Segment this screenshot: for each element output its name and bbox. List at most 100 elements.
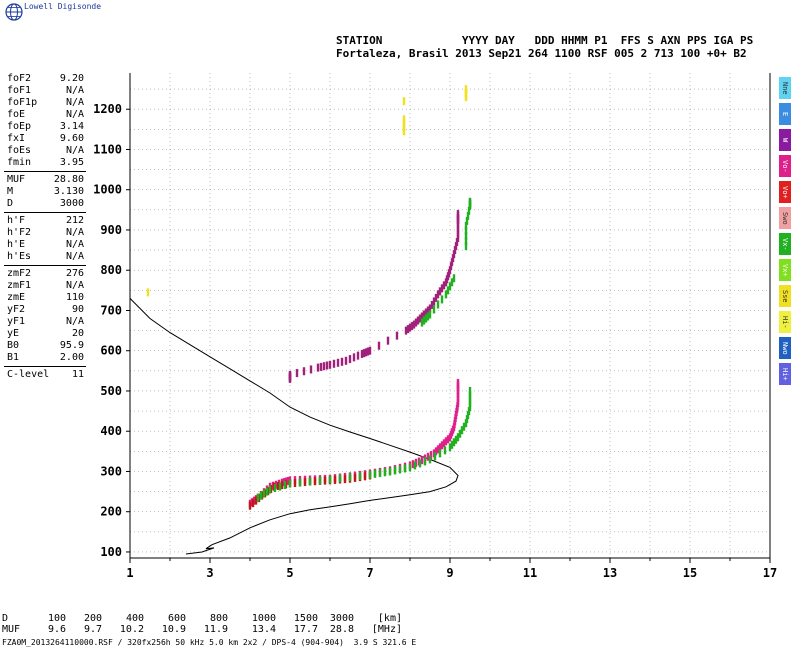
param-row: foEs N/A [0, 145, 88, 157]
echo-point [358, 471, 362, 480]
param-value: N/A [65, 251, 84, 262]
param-value: 3.130 [53, 186, 84, 197]
echo-point [452, 250, 456, 259]
param-key: MUF [7, 174, 26, 185]
echo-point [456, 378, 460, 387]
param-value: 110 [65, 292, 84, 303]
param-key: yE [7, 328, 20, 339]
echo-point [262, 489, 266, 498]
file-info: FZA0M_2013264110000.RSF / 320fx256h 50 k… [2, 638, 417, 647]
echo-point [443, 446, 447, 455]
param-key: foF1p [7, 97, 38, 108]
param-row: foEp 3.14 [0, 121, 88, 133]
param-row: yE 20 [0, 328, 88, 340]
muf-table: D 100 200 400 600 800 1000 1500 3000 [km] MUF 9.6 9… [2, 613, 402, 635]
echo-point [344, 356, 348, 365]
echo-point [352, 353, 356, 362]
param-key: B0 [7, 340, 20, 351]
param-key: zmF2 [7, 268, 32, 279]
echo-point [402, 127, 406, 136]
echo-point [450, 258, 454, 267]
param-row: zmF2 276 [0, 268, 88, 280]
param-key: h'F [7, 215, 26, 226]
echo-point [468, 197, 472, 206]
echo-point [444, 290, 448, 299]
echo-point [303, 478, 307, 487]
echo-point [413, 461, 417, 470]
echo-point [328, 475, 332, 484]
echo-point [248, 501, 252, 510]
echo-point [450, 440, 454, 449]
echo-point [422, 316, 426, 325]
echo-point [456, 229, 460, 238]
polarization-legend: Nne E W Vo- Vo+ Swo Vx- Vx+ Sse Hi- Nwo Hi+ [779, 77, 792, 389]
param-value: N/A [65, 239, 84, 250]
echo-point [377, 341, 381, 350]
header-values: Fortaleza, Brasil 2013 Sep21 264 1100 RS… [336, 47, 747, 60]
param-value: 95.9 [59, 340, 84, 351]
legend-label: Vx+ [781, 263, 789, 277]
param-key: fxI [7, 133, 26, 144]
echo-point [433, 452, 437, 461]
param-row: foF1p N/A [0, 97, 88, 109]
x-tick-label: 3 [206, 566, 213, 580]
echo-point [286, 476, 290, 485]
echo-point [467, 206, 471, 215]
echo-point [259, 491, 263, 500]
footer-label: D [2, 613, 9, 624]
echo-point [283, 481, 287, 490]
param-value: 3.95 [59, 157, 84, 168]
echo-point [436, 445, 440, 454]
echo-point [468, 395, 472, 404]
echo-point [420, 312, 424, 321]
echo-point [464, 221, 468, 230]
echo-point [456, 225, 460, 234]
echo-point [251, 499, 255, 508]
param-divider [4, 265, 86, 266]
param-key: D [7, 198, 14, 209]
footer-value: 1500 [293, 613, 318, 624]
echo-point [298, 478, 302, 487]
d-row: D 100 200 400 600 800 1000 1500 3000 [km] [2, 613, 402, 624]
echo-point [338, 474, 342, 483]
legend-label: Sse [781, 289, 789, 303]
footer-value: 28.8 [329, 624, 354, 635]
echo-point [363, 472, 367, 481]
y-tick-label: 1200 [93, 102, 122, 116]
param-row: MUF 28.80 [0, 174, 88, 186]
param-value: N/A [65, 316, 84, 327]
y-tick-label: 100 [100, 545, 122, 559]
echo-point [444, 437, 448, 446]
echo-point [456, 433, 460, 442]
echo-point [268, 485, 272, 494]
param-value: 28.80 [53, 174, 84, 185]
footer-value: 10.2 [119, 624, 144, 635]
param-divider [4, 171, 86, 172]
x-tick-label: 11 [523, 566, 537, 580]
echo-point [256, 493, 260, 502]
echo-point [464, 242, 468, 251]
echo-point [378, 469, 382, 478]
echo-point [309, 365, 313, 374]
echo-point [440, 295, 444, 304]
echo-point [456, 221, 460, 230]
param-key: yF2 [7, 304, 26, 315]
echo-point [323, 476, 327, 485]
param-row: h'E N/A [0, 239, 88, 251]
x-tick-label: 5 [286, 566, 293, 580]
echo-point [450, 278, 454, 287]
echo-point [146, 288, 150, 297]
param-value: 9.60 [59, 133, 84, 144]
param-key: foEs [7, 145, 32, 156]
echo-point [293, 479, 297, 488]
echo-point [343, 475, 347, 484]
param-row: B0 95.9 [0, 340, 88, 352]
echo-point [436, 300, 440, 309]
footer-unit: [km] [377, 613, 402, 624]
echo-point [442, 439, 446, 448]
echo-point [302, 367, 306, 376]
param-value: N/A [65, 109, 84, 120]
y-tick-label: 400 [100, 424, 122, 438]
echo-point [464, 419, 468, 428]
